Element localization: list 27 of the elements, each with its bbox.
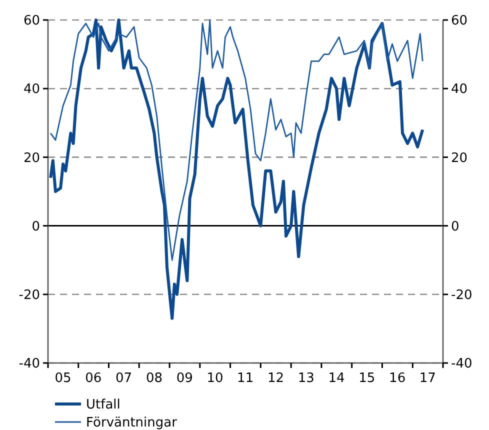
x-tick-label: 10 [206, 371, 224, 386]
y-tick-label: -40 [18, 356, 40, 372]
y2-tick-label: -40 [451, 356, 472, 372]
x-tick-label: 05 [54, 371, 72, 386]
legend-label: Förväntningar [86, 416, 178, 430]
y2-tick-label: 20 [451, 150, 468, 166]
y-tick-label: 40 [23, 82, 40, 98]
y2-tick-label: 60 [451, 14, 468, 29]
legend-label: Utfall [86, 398, 120, 413]
x-tick-label: 14 [328, 371, 345, 386]
x-tick-label: 16 [389, 371, 406, 386]
y2-tick-label: 0 [451, 219, 460, 234]
x-tick-label: 09 [176, 371, 193, 386]
y-tick-label: 60 [23, 14, 40, 29]
y2-tick-label: 40 [451, 82, 468, 98]
x-tick-label: 06 [85, 371, 102, 386]
x-tick-label: 15 [358, 371, 376, 386]
y-tick-label: 20 [23, 150, 40, 166]
x-tick-label: 07 [116, 371, 132, 386]
x-tick-label: 13 [298, 371, 314, 386]
y2-tick-label: -20 [451, 288, 472, 303]
y-tick-label: 0 [32, 219, 40, 234]
x-tick-label: 11 [237, 371, 254, 386]
x-tick-label: 08 [146, 371, 163, 386]
x-tick-label: 17 [419, 371, 436, 386]
y-tick-label: -20 [18, 288, 40, 303]
x-tick-label: 12 [268, 371, 284, 386]
